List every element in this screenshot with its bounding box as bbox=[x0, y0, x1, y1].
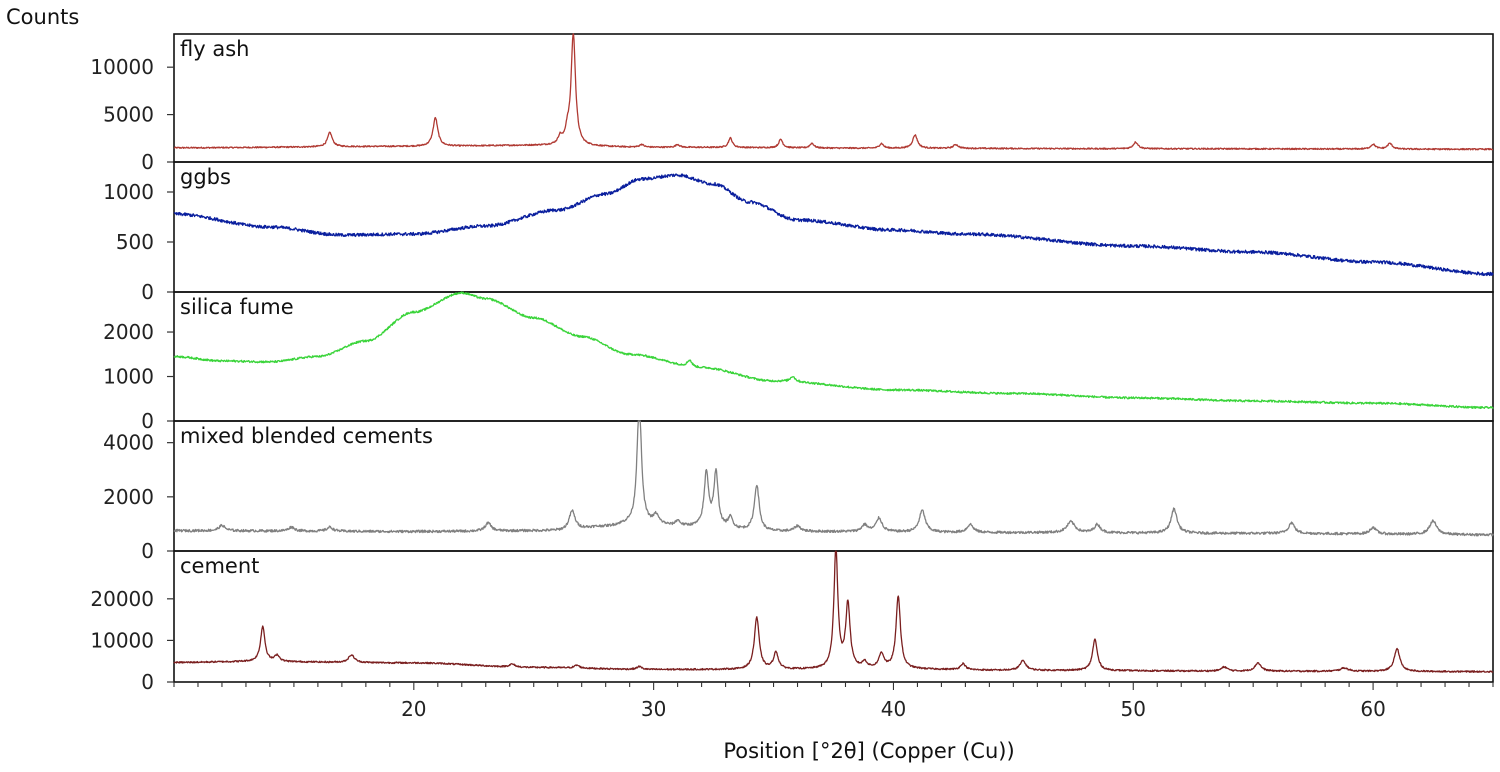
panel-silica-fume: 0 1000 2000 silica fume bbox=[103, 291, 1494, 433]
y-tick-label: 1000 bbox=[103, 180, 154, 204]
y-tick-label: 2000 bbox=[103, 485, 154, 509]
x-axis-title: Position [°2θ] (Copper (Cu)) bbox=[723, 739, 1014, 763]
y-axis-title: Counts bbox=[6, 5, 79, 29]
panel-fly-ash: 0 5000 10000 fly ash bbox=[90, 33, 1494, 174]
panel-title-mixed-blended-cements: mixed blended cements bbox=[180, 424, 433, 448]
x-tick-label: 20 bbox=[401, 697, 426, 721]
series-line-cement bbox=[173, 550, 1494, 673]
y-tick-label: 1000 bbox=[103, 365, 154, 389]
panel-title-silica-fume: silica fume bbox=[180, 295, 294, 319]
y-tick-label: 0 bbox=[141, 670, 154, 694]
y-tick-label: 10000 bbox=[90, 55, 154, 79]
panel-title-ggbs: ggbs bbox=[180, 165, 231, 189]
x-tick-label: 40 bbox=[881, 697, 906, 721]
series-line-mixed-blended-cements bbox=[173, 420, 1494, 537]
panel-title-fly-ash: fly ash bbox=[180, 37, 249, 61]
series-line-ggbs bbox=[173, 173, 1494, 277]
y-tick-label: 500 bbox=[116, 230, 154, 254]
panel-cement: 0 10000 20000 cement bbox=[90, 550, 1494, 694]
y-tick-label: 0 bbox=[141, 150, 154, 174]
y-tick-label: 0 bbox=[141, 409, 154, 433]
y-tick-label: 4000 bbox=[103, 431, 154, 455]
series-line-silica-fume bbox=[173, 291, 1494, 410]
panel-frame bbox=[173, 550, 1494, 683]
y-tick-label: 20000 bbox=[90, 587, 154, 611]
panel-frame bbox=[173, 161, 1494, 293]
panel-mixed-blended-cements: 0 2000 4000 mixed blended cements bbox=[103, 420, 1494, 563]
y-tick-label: 5000 bbox=[103, 103, 154, 127]
panel-frame bbox=[173, 33, 1494, 163]
panel-ggbs: 0 500 1000 ggbs bbox=[103, 161, 1494, 304]
series-line-fly-ash bbox=[173, 33, 1494, 151]
y-tick-label: 0 bbox=[141, 539, 154, 563]
x-tick-label: 30 bbox=[641, 697, 666, 721]
panel-title-cement: cement bbox=[180, 554, 259, 578]
y-tick-label: 0 bbox=[141, 280, 154, 304]
x-tick-label: 50 bbox=[1121, 697, 1146, 721]
y-tick-label: 2000 bbox=[103, 320, 154, 344]
x-tick-label: 60 bbox=[1360, 697, 1385, 721]
y-tick-label: 10000 bbox=[90, 628, 154, 652]
